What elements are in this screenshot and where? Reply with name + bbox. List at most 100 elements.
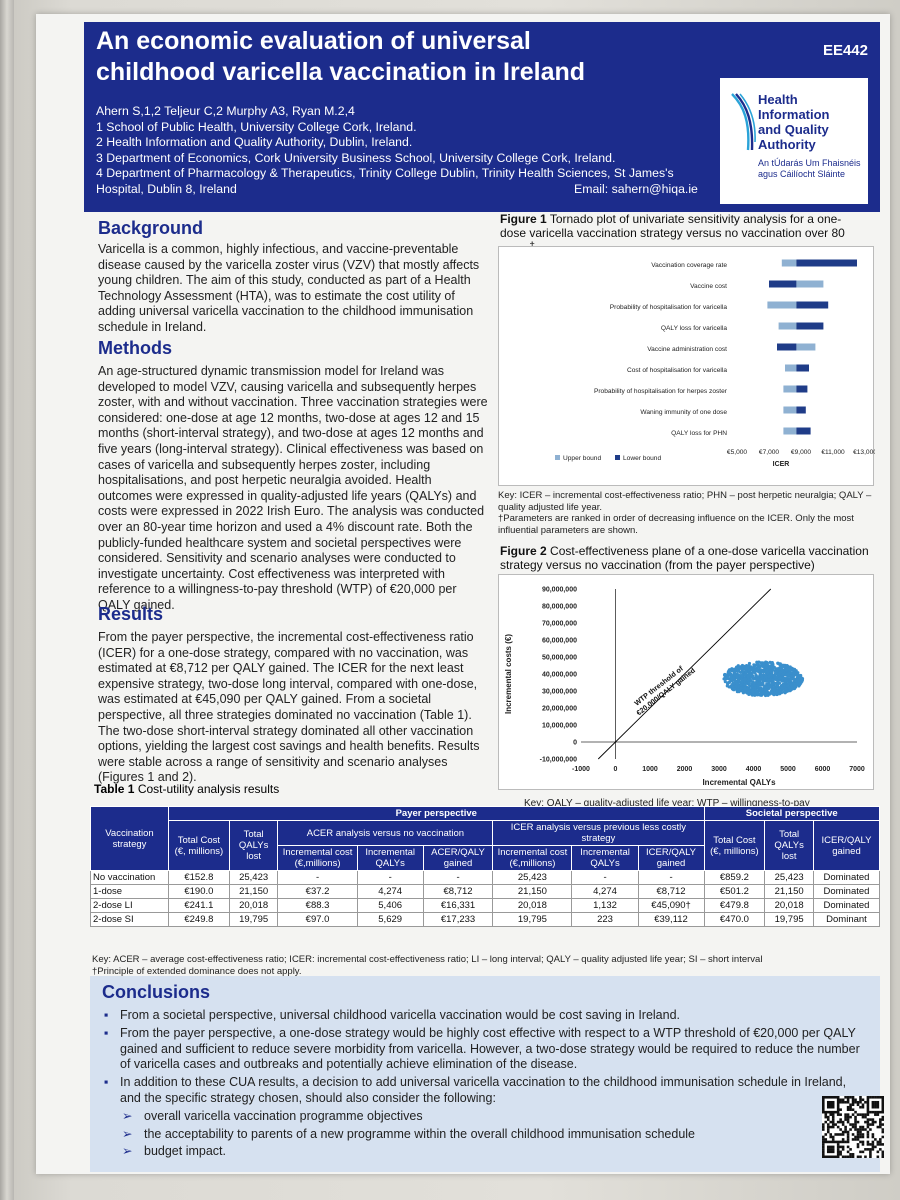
ce-scatter-point: [782, 664, 786, 668]
table-cell: Dominated: [812, 884, 881, 899]
table-cell: -: [356, 870, 424, 885]
ce-ytick-label: 10,000,000: [542, 723, 577, 730]
ce-scatter-point: [735, 674, 739, 678]
ce-xtick-label: 4000: [746, 766, 762, 773]
affiliation-1: 1 School of Public Health, University Co…: [96, 119, 417, 134]
tornado-bar: [777, 343, 797, 351]
figure1-note: †Parameters are ranked in order of decre…: [498, 513, 854, 536]
ce-scatter-point: [734, 680, 738, 684]
ce-xlabel: Incremental QALYs: [702, 778, 776, 787]
tornado-tick-label: €13,000: [853, 449, 875, 456]
ce-scatter-point: [774, 670, 778, 674]
ce-scatter-point: [751, 689, 755, 694]
logo-irish-2: agus Cáilíocht Sláinte: [758, 169, 846, 179]
ce-scatter-point: [762, 691, 766, 695]
table-cell: 19,795: [228, 912, 279, 927]
results-text: From the payer perspective, the incremen…: [98, 630, 480, 785]
tornado-bar: [769, 280, 797, 288]
wtp-threshold-line: [597, 588, 772, 760]
table-cell: Dominated: [812, 870, 881, 885]
ce-xtick-label: 3000: [711, 766, 727, 773]
ce-scatter-point: [792, 671, 796, 675]
table-row: 2-dose LI €241.1 20,018 €88.3 5,406 €16,331 20…: [90, 898, 881, 913]
poster-header: An economic evaluation of universal chil…: [84, 22, 880, 212]
table-cell: 19,795: [764, 912, 814, 927]
ce-scatter-point: [785, 679, 789, 683]
table-cell: 4,274: [571, 884, 639, 899]
conclusion-subitem: the acceptability to parents of a new pr…: [104, 1127, 864, 1143]
tornado-category-label: Vaccination coverage rate: [651, 262, 727, 269]
methods-text: An age-structured dynamic transmission m…: [98, 364, 488, 612]
ce-ytick-label: 50,000,000: [542, 655, 577, 662]
ce-scatter-point: [778, 689, 782, 693]
ce-scatter-point: [728, 671, 732, 675]
ce-scatter-point: [736, 666, 740, 671]
ce-scatter-point: [740, 680, 744, 684]
th-soc-total-cost: Total Cost (€, millions): [703, 820, 766, 871]
tornado-bar: [767, 301, 797, 309]
ce-xtick-label: -1000: [572, 766, 590, 773]
ce-scatter-point: [730, 667, 734, 671]
table-cell: €470.0: [703, 912, 766, 927]
tornado-legend-swatch: [615, 455, 620, 460]
affiliation-4: 4 Department of Pharmacology & Therapeut…: [96, 166, 674, 196]
table-cell: 25,423: [492, 870, 573, 885]
th-icer-inc-cost: Incremental cost (€,millions): [492, 845, 573, 871]
conclusions-heading: Conclusions: [102, 982, 211, 1002]
ce-scatter-point: [760, 676, 764, 680]
background-text: Varicella is a common, highly infectious…: [98, 242, 480, 334]
ce-scatter-point: [784, 684, 789, 688]
ce-scatter-point: [729, 675, 733, 679]
table-cell: €97.0: [277, 912, 358, 927]
table-cell: €8,712: [637, 884, 705, 899]
ce-scatter-point: [747, 661, 752, 666]
tornado-bar: [783, 406, 797, 414]
ce-scatter-point: [779, 676, 783, 680]
ce-scatter-point: [738, 670, 743, 674]
ce-scatter-point: [746, 674, 750, 679]
qr-code-icon[interactable]: [822, 1096, 884, 1158]
figure1-key-block: Key: ICER – incremental cost-effectivene…: [498, 490, 874, 536]
ce-ytick-label: 40,000,000: [542, 672, 577, 679]
poster-stand-pole: [0, 0, 14, 1200]
ce-scatter-point: [767, 664, 771, 668]
ce-scatter-point: [760, 681, 765, 686]
logo-line-1: Health: [758, 92, 798, 107]
table-cell: €190.0: [168, 884, 230, 899]
ce-scatter-point: [743, 687, 747, 691]
author-block: Ahern S,1,2 Teljeur C,2 Murphy A3, Ryan …: [96, 104, 716, 197]
table-cell: €37.2: [277, 884, 358, 899]
th-payer: Payer perspective: [168, 806, 705, 821]
tornado-bar: [796, 385, 808, 393]
affiliation-2: 2 Health Information and Quality Authori…: [96, 135, 413, 149]
logo-line-3: and Quality: [758, 122, 829, 137]
ce-scatter-point: [755, 661, 759, 665]
ce-scatter-point: [767, 675, 771, 679]
conclusion-item: From the payer perspective, a one-dose s…: [104, 1026, 864, 1073]
table-cell: -: [637, 870, 705, 885]
table-cell: 21,150: [228, 884, 279, 899]
table-cell: 223: [571, 912, 639, 927]
ce-scatter-point: [726, 681, 730, 686]
logo-line-4: Authority: [758, 137, 816, 152]
ce-scatter-point: [748, 673, 753, 677]
ce-scatter-point: [786, 672, 790, 676]
table1-caption-text: Cost-utility analysis results: [137, 782, 280, 796]
ce-scatter-point: [792, 667, 797, 671]
tornado-bar: [796, 343, 816, 351]
tornado-bar: [796, 259, 857, 267]
table-row: No vaccination €152.8 25,423- - -25,423- - €85…: [90, 870, 881, 885]
table-cell: -: [422, 870, 494, 885]
logo-irish-name: An tÚdarás Um Fhaisnéis agus Cáilíocht S…: [758, 158, 861, 180]
ce-ylabel: Incremental costs (€): [504, 634, 513, 714]
conclusion-subitem: overall varicella vaccination programme …: [104, 1109, 864, 1125]
tornado-category-label: Probability of hospitalisation for varic…: [610, 304, 728, 311]
th-icer-qaly: ICER/QALY gained: [637, 845, 705, 871]
ce-scatter-point: [753, 693, 757, 697]
tornado-category-label: Vaccine administration cost: [647, 346, 727, 353]
tornado-tick-label: €9,000: [791, 449, 812, 456]
tornado-category-label: QALY loss for varicella: [661, 325, 727, 332]
ce-scatter-point: [789, 677, 793, 681]
ce-scatter-point: [775, 689, 779, 694]
table-cell: 21,150: [492, 884, 573, 899]
